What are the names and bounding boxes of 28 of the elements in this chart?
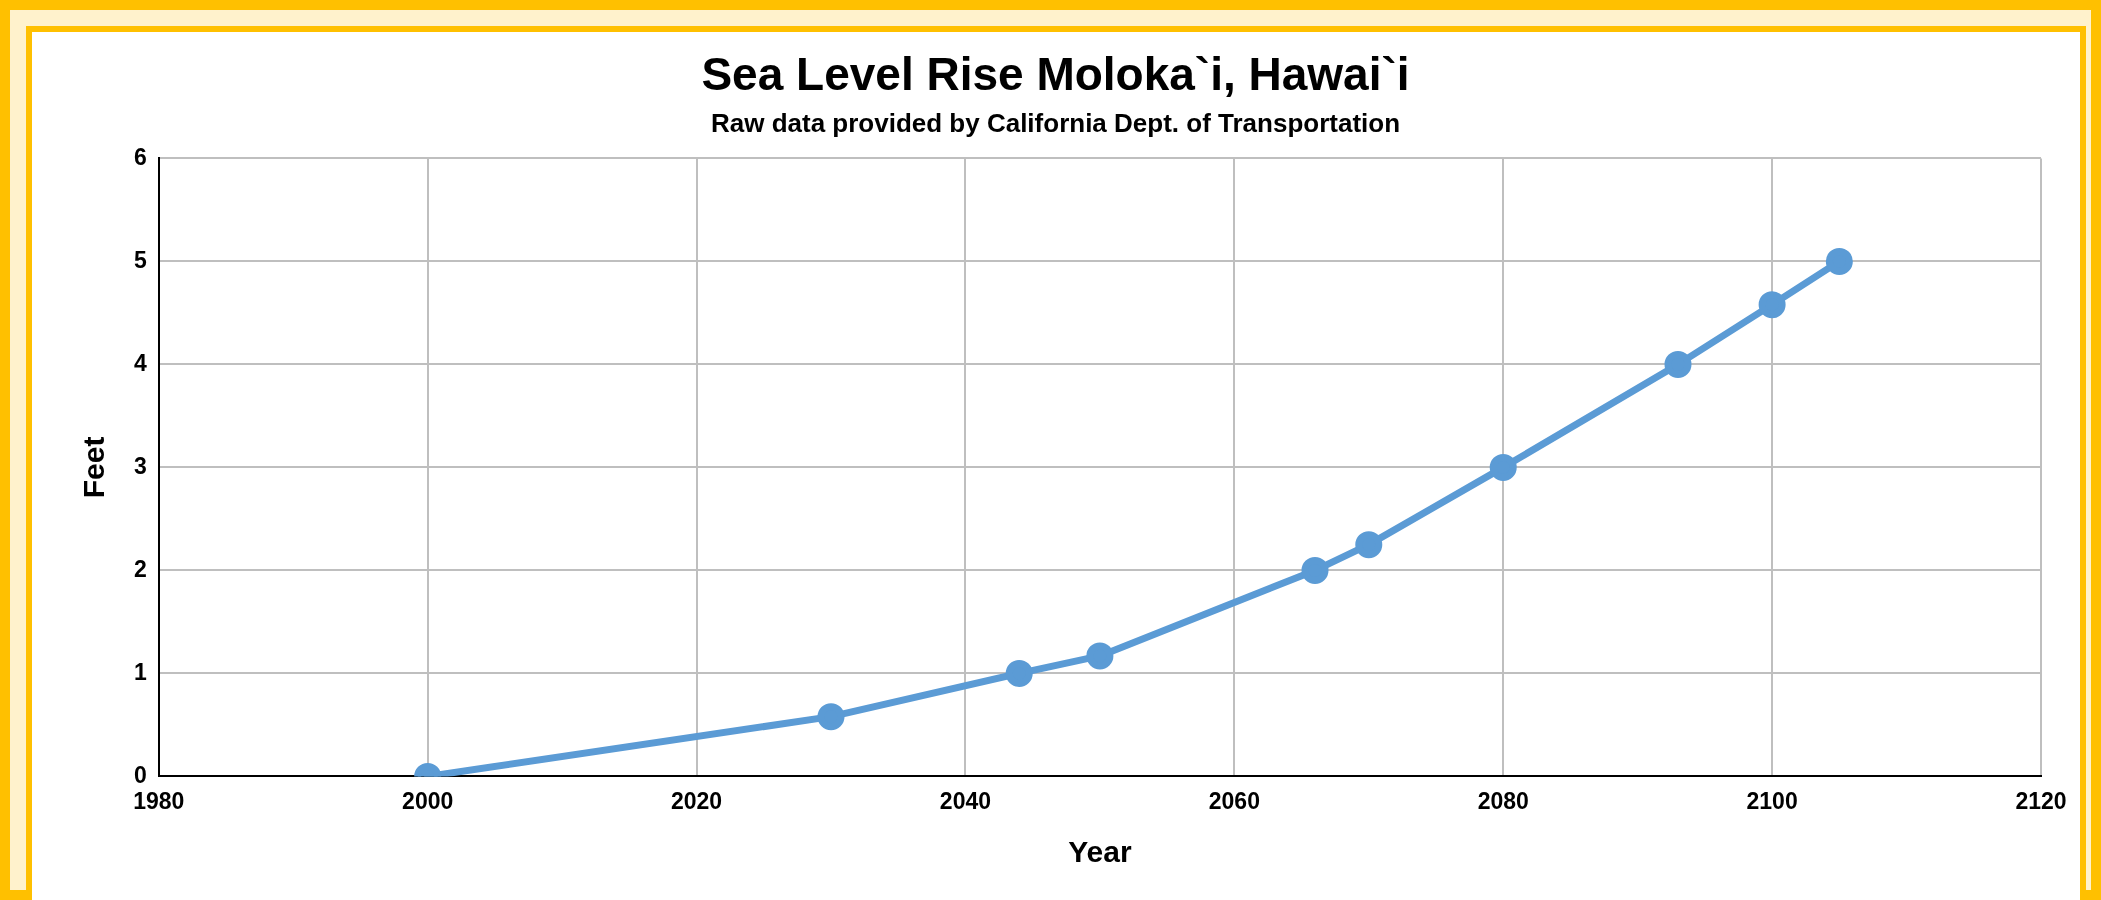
point xyxy=(1301,556,1329,584)
x-axis-title: Year xyxy=(1068,835,1132,869)
chart-subtitle: Raw data provided by California Dept. of Transportation xyxy=(710,107,1401,138)
point xyxy=(1086,642,1114,670)
point xyxy=(1005,659,1033,687)
y-tick-label: 4 xyxy=(133,349,147,376)
x-tick-label: 2000 xyxy=(402,787,454,814)
y-axis-title: Feet xyxy=(77,436,111,499)
x-tick-label: 2020 xyxy=(670,787,723,814)
point xyxy=(1489,453,1517,481)
chart-title: Sea Level Rise Moloka`i, Hawai`i xyxy=(701,48,1410,101)
y-tick-label: 5 xyxy=(133,246,147,273)
x-tick-label: 2080 xyxy=(1477,787,1529,814)
point xyxy=(1355,531,1383,559)
point xyxy=(1758,291,1786,319)
y-tick-label: 6 xyxy=(133,143,147,170)
point xyxy=(1825,247,1853,275)
y-tick-label: 1 xyxy=(133,658,147,685)
x-tick-label: 2120 xyxy=(2015,787,2067,814)
point xyxy=(1664,350,1692,378)
point xyxy=(817,703,845,731)
x-tick-label: 2040 xyxy=(939,787,992,814)
x-tick-label: 1980 xyxy=(133,787,185,814)
y-tick-label: 3 xyxy=(133,452,147,479)
x-tick-label: 2100 xyxy=(1746,787,1798,814)
y-tick-label: 0 xyxy=(133,761,147,788)
x-tick-label: 2060 xyxy=(1208,787,1260,814)
y-tick-label: 2 xyxy=(133,555,147,582)
